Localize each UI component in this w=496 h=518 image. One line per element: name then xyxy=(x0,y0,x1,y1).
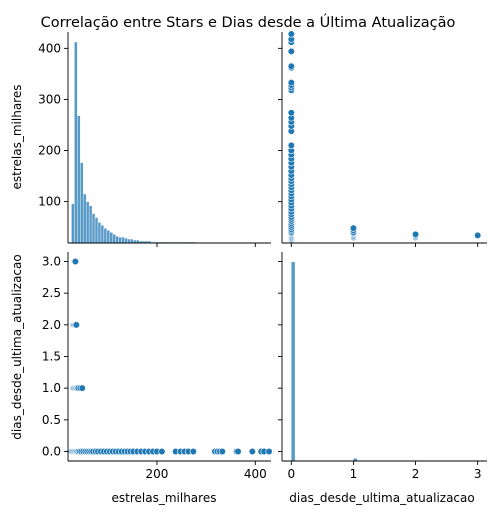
scatter-top-point xyxy=(287,109,295,117)
p10-ytick-label: 2.5 xyxy=(42,286,61,300)
hist-estrelas-bar xyxy=(77,115,81,244)
hist-estrelas-bar xyxy=(80,162,84,244)
scatter-top-point xyxy=(474,231,482,239)
hist-estrelas-bar xyxy=(85,201,90,244)
scatter-top-point xyxy=(287,141,295,150)
scatter-bottom-point xyxy=(189,447,197,456)
scatter-top-point xyxy=(349,224,358,232)
scatter-bottom-point xyxy=(78,384,86,392)
hist-estrelas-bar xyxy=(97,222,102,244)
p10-ytick-label: 0.5 xyxy=(42,413,61,427)
p00-ytick-label: 200 xyxy=(38,144,61,158)
p10-ytick-label: 2.0 xyxy=(42,318,61,332)
scatter-bottom-point xyxy=(248,447,256,456)
scatter-bottom-point xyxy=(72,321,80,329)
scatter-top-point xyxy=(287,62,295,70)
p11-xtick-label: 0 xyxy=(287,467,295,481)
p11-xtick-label: 3 xyxy=(474,467,482,481)
scatter-bottom-point xyxy=(158,447,166,456)
p10-xtick-label: 200 xyxy=(146,467,169,481)
hist-estrelas-bar xyxy=(71,203,75,244)
panel-hist-dias: 0 1 2 3 xyxy=(278,252,487,481)
scatter-bottom-point xyxy=(234,447,242,456)
hist-estrelas-bar xyxy=(112,233,116,244)
p11-xtick-label: 2 xyxy=(412,467,420,481)
p00-ytick-label: 300 xyxy=(38,92,61,106)
panel-hist-estrelas: 100 200 300 400 xyxy=(38,32,271,247)
panel-scatter-dias-vs-estrelas: 200 400 0.0 0.5 1.0 1.5 2.0 2.5 3.0 xyxy=(42,252,273,481)
hist-estrelas-bar xyxy=(124,237,128,244)
hist-dias-bar xyxy=(291,261,296,462)
scatter-top-point xyxy=(411,230,420,238)
hist-estrelas-bar xyxy=(130,238,134,244)
p00-ytick-label: 400 xyxy=(38,41,61,55)
p10-ytick-label: 0.0 xyxy=(42,445,61,459)
scatter-bottom-point xyxy=(218,447,226,456)
y-label-estrelas: estrelas_milhares xyxy=(10,85,24,190)
x-label-dias: dias_desde_ultima_atualizacao xyxy=(289,491,474,505)
hist-estrelas-bar xyxy=(109,232,113,244)
hist-estrelas-bar xyxy=(83,193,87,244)
p00-ytick-label: 100 xyxy=(38,195,61,209)
hist-estrelas-bar xyxy=(74,41,78,244)
hist-estrelas-bar xyxy=(103,228,108,244)
p10-ytick-label: 1.5 xyxy=(42,350,61,364)
scatter-top-point xyxy=(287,47,295,56)
hist-estrelas-bar xyxy=(121,236,125,244)
hist-estrelas-bar xyxy=(118,236,122,244)
p10-xtick-label: 400 xyxy=(244,467,267,481)
scatter-bottom-point xyxy=(71,257,79,266)
scatter-top-point xyxy=(287,30,295,38)
x-label-estrelas: estrelas_milhares xyxy=(112,491,217,505)
scatter-top-point xyxy=(287,78,295,87)
hist-estrelas-bar xyxy=(127,238,131,244)
p10-ytick-label: 3.0 xyxy=(42,255,61,269)
p11-xtick-label: 1 xyxy=(350,467,358,481)
chart-title: Correlação entre Stars e Dias desde a Úl… xyxy=(41,13,456,31)
hist-estrelas-bar xyxy=(94,217,99,244)
hist-estrelas-bar xyxy=(100,225,105,244)
scatter-bottom-point xyxy=(265,447,273,456)
hist-estrelas-bar xyxy=(115,235,119,244)
hist-estrelas-bar xyxy=(106,230,110,244)
hist-estrelas-bar xyxy=(91,213,96,244)
hist-estrelas-bar xyxy=(88,205,93,244)
p10-ytick-label: 1.0 xyxy=(42,381,61,395)
panel-scatter-dias-vs-estrelas-top xyxy=(278,30,487,247)
y-label-dias: dias_desde_ultima_atualizacao xyxy=(10,254,24,439)
